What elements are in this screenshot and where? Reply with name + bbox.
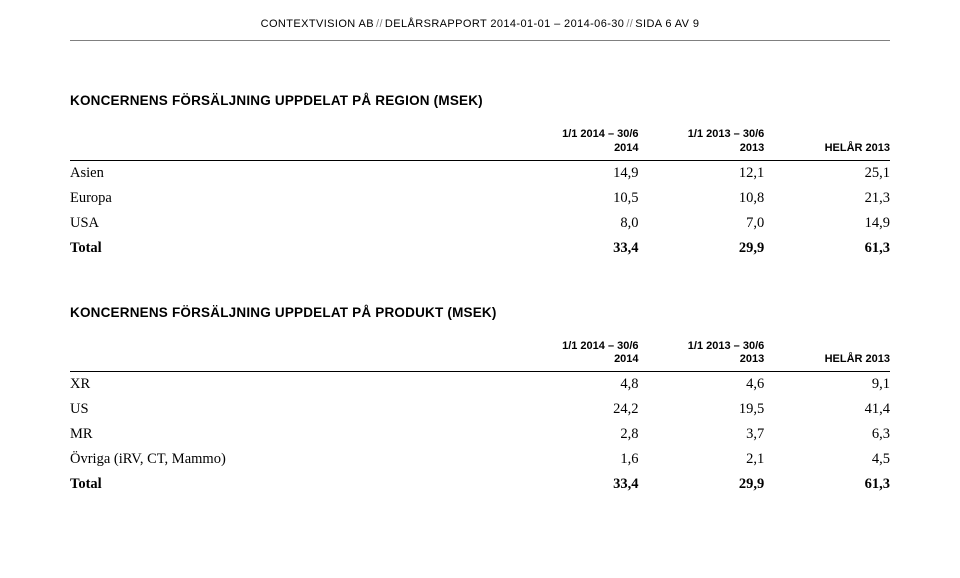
header-rule [70, 40, 890, 41]
table-row: XR 4,8 4,6 9,1 [70, 372, 890, 398]
col-header-3: HELÅR 2013 [764, 126, 890, 160]
cell-value: 4,8 [513, 372, 639, 398]
cell-value: 4,5 [764, 447, 890, 472]
cell-value: 7,0 [639, 211, 765, 236]
cell-value: 2,8 [513, 422, 639, 447]
col-header-2-l2: 2013 [740, 142, 764, 154]
col-header-3: HELÅR 2013 [764, 338, 890, 372]
cell-value: 21,3 [764, 186, 890, 211]
cell-value: 41,4 [764, 397, 890, 422]
cell-value: 25,1 [764, 160, 890, 186]
col-header-1-l2: 2014 [614, 142, 638, 154]
table-row: Övriga (iRV, CT, Mammo) 1,6 2,1 4,5 [70, 447, 890, 472]
table-header-row: 1/1 2014 – 30/6 2014 1/1 2013 – 30/6 201… [70, 338, 890, 372]
cell-value-total: 61,3 [764, 472, 890, 497]
cell-label: MR [70, 422, 513, 447]
cell-value: 9,1 [764, 372, 890, 398]
col-header-1-l1: 1/1 2014 – 30/6 [562, 340, 638, 352]
table-row-total: Total 33,4 29,9 61,3 [70, 236, 890, 261]
header-part-1: CONTEXTVISION AB [261, 18, 374, 30]
table-region: 1/1 2014 – 30/6 2014 1/1 2013 – 30/6 201… [70, 126, 890, 261]
cell-value: 24,2 [513, 397, 639, 422]
cell-label: Europa [70, 186, 513, 211]
section-title-region: KONCERNENS FÖRSÄLJNING UPPDELAT PÅ REGIO… [70, 93, 890, 108]
table-row: USA 8,0 7,0 14,9 [70, 211, 890, 236]
col-header-2-l1: 1/1 2013 – 30/6 [688, 340, 764, 352]
cell-value: 14,9 [764, 211, 890, 236]
cell-value-total: 29,9 [639, 472, 765, 497]
cell-value: 3,7 [639, 422, 765, 447]
cell-value: 2,1 [639, 447, 765, 472]
cell-value: 1,6 [513, 447, 639, 472]
cell-value: 6,3 [764, 422, 890, 447]
table-row: MR 2,8 3,7 6,3 [70, 422, 890, 447]
col-header-2: 1/1 2013 – 30/6 2013 [639, 338, 765, 372]
header-sep-1: // [374, 18, 385, 30]
cell-value: 12,1 [639, 160, 765, 186]
cell-value: 14,9 [513, 160, 639, 186]
section-title-product: KONCERNENS FÖRSÄLJNING UPPDELAT PÅ PRODU… [70, 305, 890, 320]
col-header-3-l2: HELÅR 2013 [825, 142, 890, 154]
cell-label-total: Total [70, 472, 513, 497]
cell-label: US [70, 397, 513, 422]
col-header-label [70, 126, 513, 160]
col-header-1-l1: 1/1 2014 – 30/6 [562, 128, 638, 140]
col-header-label [70, 338, 513, 372]
col-header-2: 1/1 2013 – 30/6 2013 [639, 126, 765, 160]
table-header-row: 1/1 2014 – 30/6 2014 1/1 2013 – 30/6 201… [70, 126, 890, 160]
cell-label: XR [70, 372, 513, 398]
table-row: Europa 10,5 10,8 21,3 [70, 186, 890, 211]
table-row: Asien 14,9 12,1 25,1 [70, 160, 890, 186]
col-header-1: 1/1 2014 – 30/6 2014 [513, 338, 639, 372]
col-header-2-l2: 2013 [740, 353, 764, 365]
table-row-total: Total 33,4 29,9 61,3 [70, 472, 890, 497]
page-header: CONTEXTVISION AB//DELÅRSRAPPORT 2014-01-… [70, 18, 890, 30]
col-header-1-l2: 2014 [614, 353, 638, 365]
page: CONTEXTVISION AB//DELÅRSRAPPORT 2014-01-… [0, 0, 960, 497]
cell-value: 19,5 [639, 397, 765, 422]
cell-label: Övriga (iRV, CT, Mammo) [70, 447, 513, 472]
header-part-2: DELÅRSRAPPORT 2014-01-01 – 2014-06-30 [385, 18, 624, 30]
cell-value: 10,5 [513, 186, 639, 211]
header-part-3: SIDA 6 AV 9 [635, 18, 699, 30]
cell-value-total: 29,9 [639, 236, 765, 261]
cell-label: Asien [70, 160, 513, 186]
cell-value: 10,8 [639, 186, 765, 211]
cell-value-total: 61,3 [764, 236, 890, 261]
cell-value-total: 33,4 [513, 472, 639, 497]
cell-value: 8,0 [513, 211, 639, 236]
col-header-2-l1: 1/1 2013 – 30/6 [688, 128, 764, 140]
col-header-1: 1/1 2014 – 30/6 2014 [513, 126, 639, 160]
cell-value-total: 33,4 [513, 236, 639, 261]
header-sep-2: // [624, 18, 635, 30]
cell-label-total: Total [70, 236, 513, 261]
table-row: US 24,2 19,5 41,4 [70, 397, 890, 422]
table-product: 1/1 2014 – 30/6 2014 1/1 2013 – 30/6 201… [70, 338, 890, 498]
col-header-3-l2: HELÅR 2013 [825, 353, 890, 365]
cell-value: 4,6 [639, 372, 765, 398]
cell-label: USA [70, 211, 513, 236]
